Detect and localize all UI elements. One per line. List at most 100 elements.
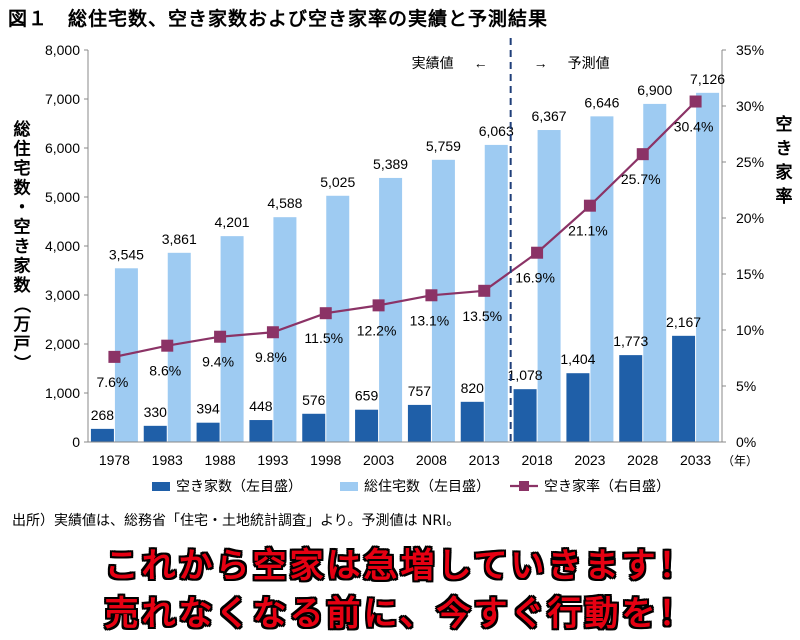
forecast-divider: 実績値 ← → 予測値: [412, 38, 610, 442]
label-total-1983: 3,861: [162, 231, 197, 247]
legend-swatch-total: [340, 482, 358, 491]
legend-label-total: 総住宅数（左目盛）: [364, 478, 490, 494]
bars: [90, 92, 720, 443]
left-tick-label: 3,000: [45, 287, 80, 303]
label-vacant-2018: 1,078: [508, 367, 543, 383]
left-axis-label: 総住宅数・空き家数（万戸）: [12, 119, 32, 372]
left-tick-label: 2,000: [45, 336, 80, 352]
rate-label-2018: 16.9%: [515, 270, 555, 286]
bar-total-2003: [379, 177, 403, 442]
right-axis-label-char: 家: [776, 162, 793, 182]
left-axis-label-char: 総: [14, 119, 31, 139]
right-axis-label-char: き: [776, 139, 793, 158]
rate-point-1988: [214, 330, 227, 343]
legend-label-vacant: 空き家数（左目盛）: [176, 478, 302, 494]
rate-label-1993: 9.8%: [255, 349, 287, 365]
left-tick-label: 6,000: [45, 140, 80, 156]
legend-swatch-vacant: [152, 482, 170, 491]
right-axis-label-char: 率: [776, 186, 793, 206]
rate-point-1993: [266, 326, 279, 339]
left-axis-label-char: ）: [12, 355, 32, 372]
label-total-1988: 4,201: [215, 214, 250, 230]
right-tick-label: 20%: [736, 210, 764, 226]
x-tick-label-2033: 2033: [680, 452, 711, 468]
rate-label-1998: 11.5%: [304, 330, 343, 346]
rate-point-2013: [478, 284, 491, 297]
right-tick-label: 15%: [736, 266, 764, 282]
label-total-2003: 5,389: [373, 156, 408, 172]
bar-total-1988: [220, 236, 244, 442]
left-tick-label: 7,000: [45, 91, 80, 107]
left-axis-label-char: き: [14, 237, 31, 256]
label-total-1998: 5,025: [320, 174, 355, 190]
rate-point-2028: [636, 148, 649, 161]
rate-point-2008: [425, 289, 438, 302]
legend-label-rate: 空き家率（右目盛）: [544, 478, 670, 494]
label-vacant-2028: 1,773: [613, 333, 648, 349]
bar-total-2008: [431, 159, 455, 442]
rate-label-2023: 21.1%: [568, 223, 608, 239]
right-tick-label: 10%: [736, 322, 764, 338]
legend: 空き家数（左目盛） 総住宅数（左目盛） 空き家率（右目盛）: [152, 478, 670, 494]
right-axis-label-char: 空: [776, 114, 793, 134]
bar-vacant-1983: [143, 425, 167, 442]
rate-point-2033: [689, 95, 702, 108]
actual-label: 実績値: [412, 55, 454, 71]
label-vacant-2008: 757: [408, 383, 432, 399]
x-tick-label-1998: 1998: [310, 452, 341, 468]
chart: 0 1,000 2,000 3,000 4,000 5,000 6,000 7,000 8,00…: [12, 38, 793, 494]
x-tick-label-2003: 2003: [363, 452, 394, 468]
bar-total-1983: [167, 252, 191, 442]
banner-line-1: これから空家は急増していきます！: [104, 545, 696, 587]
left-axis-label-char: 空: [14, 217, 31, 237]
left-axis: 0 1,000 2,000 3,000 4,000 5,000 6,000 7,000 8,00…: [12, 42, 89, 450]
label-total-2013: 6,063: [479, 123, 514, 139]
right-axis: 0% 5% 10% 15% 20% 25% 30% 35% 空き家率: [721, 42, 793, 450]
rate-label-1978: 7.6%: [96, 374, 128, 390]
left-axis-label-char: 住: [14, 139, 31, 159]
rate-point-1978: [108, 350, 121, 363]
x-tick-label-2008: 2008: [416, 452, 447, 468]
x-tick-label-1993: 1993: [257, 452, 288, 468]
bar-vacant-1998: [302, 413, 326, 442]
left-tick-label: 8,000: [45, 42, 80, 58]
bar-total-2028: [643, 103, 667, 443]
left-axis-label-char: 戸: [14, 335, 31, 354]
right-tick-label: 25%: [736, 154, 764, 170]
rate-label-2003: 12.2%: [357, 322, 397, 338]
label-vacant-2003: 659: [355, 388, 379, 404]
data-labels: 268 3,545 330 3,861 394 4,201 448 4,588 576 5,025…: [91, 71, 726, 423]
right-tick-label: 5%: [736, 378, 756, 394]
label-vacant-1983: 330: [144, 404, 168, 420]
right-tick-label: 30%: [736, 98, 764, 114]
bar-vacant-2008: [407, 404, 431, 442]
left-axis-label-char: 万: [13, 315, 31, 334]
left-axis-label-char: 宅: [14, 158, 31, 178]
actual-arrow: ←: [474, 55, 488, 71]
label-total-1978: 3,545: [109, 246, 144, 262]
label-total-1993: 4,588: [267, 195, 302, 211]
left-axis-label-char: 数: [14, 178, 32, 198]
bar-total-2013: [484, 144, 508, 442]
rate-label-2013: 13.5%: [462, 308, 502, 324]
label-total-2008: 5,759: [426, 138, 461, 154]
x-unit-label: （年）: [722, 454, 758, 468]
rate-label-2033: 30.4%: [674, 119, 714, 135]
right-tick-label: 35%: [736, 42, 764, 58]
rate-point-2023: [583, 199, 596, 212]
bar-vacant-2013: [460, 401, 484, 442]
banner-line-2: 売れなくなる前に、今すぐ行動を！: [104, 593, 696, 635]
left-axis-label-char: ・: [14, 198, 31, 217]
left-axis-label-char: （: [12, 296, 32, 313]
rate-line: [108, 95, 702, 363]
label-total-2028: 6,900: [637, 82, 672, 98]
left-axis-label-char: 数: [14, 275, 32, 295]
left-tick-label: 1,000: [45, 385, 80, 401]
label-vacant-2033: 2,167: [666, 314, 701, 330]
rate-label-2028: 25.7%: [621, 171, 661, 187]
label-total-2018: 6,367: [532, 108, 567, 124]
bar-total-2018: [537, 130, 561, 442]
bar-vacant-1978: [90, 428, 114, 442]
forecast-label: 予測値: [568, 55, 610, 71]
bar-total-2023: [590, 116, 614, 442]
